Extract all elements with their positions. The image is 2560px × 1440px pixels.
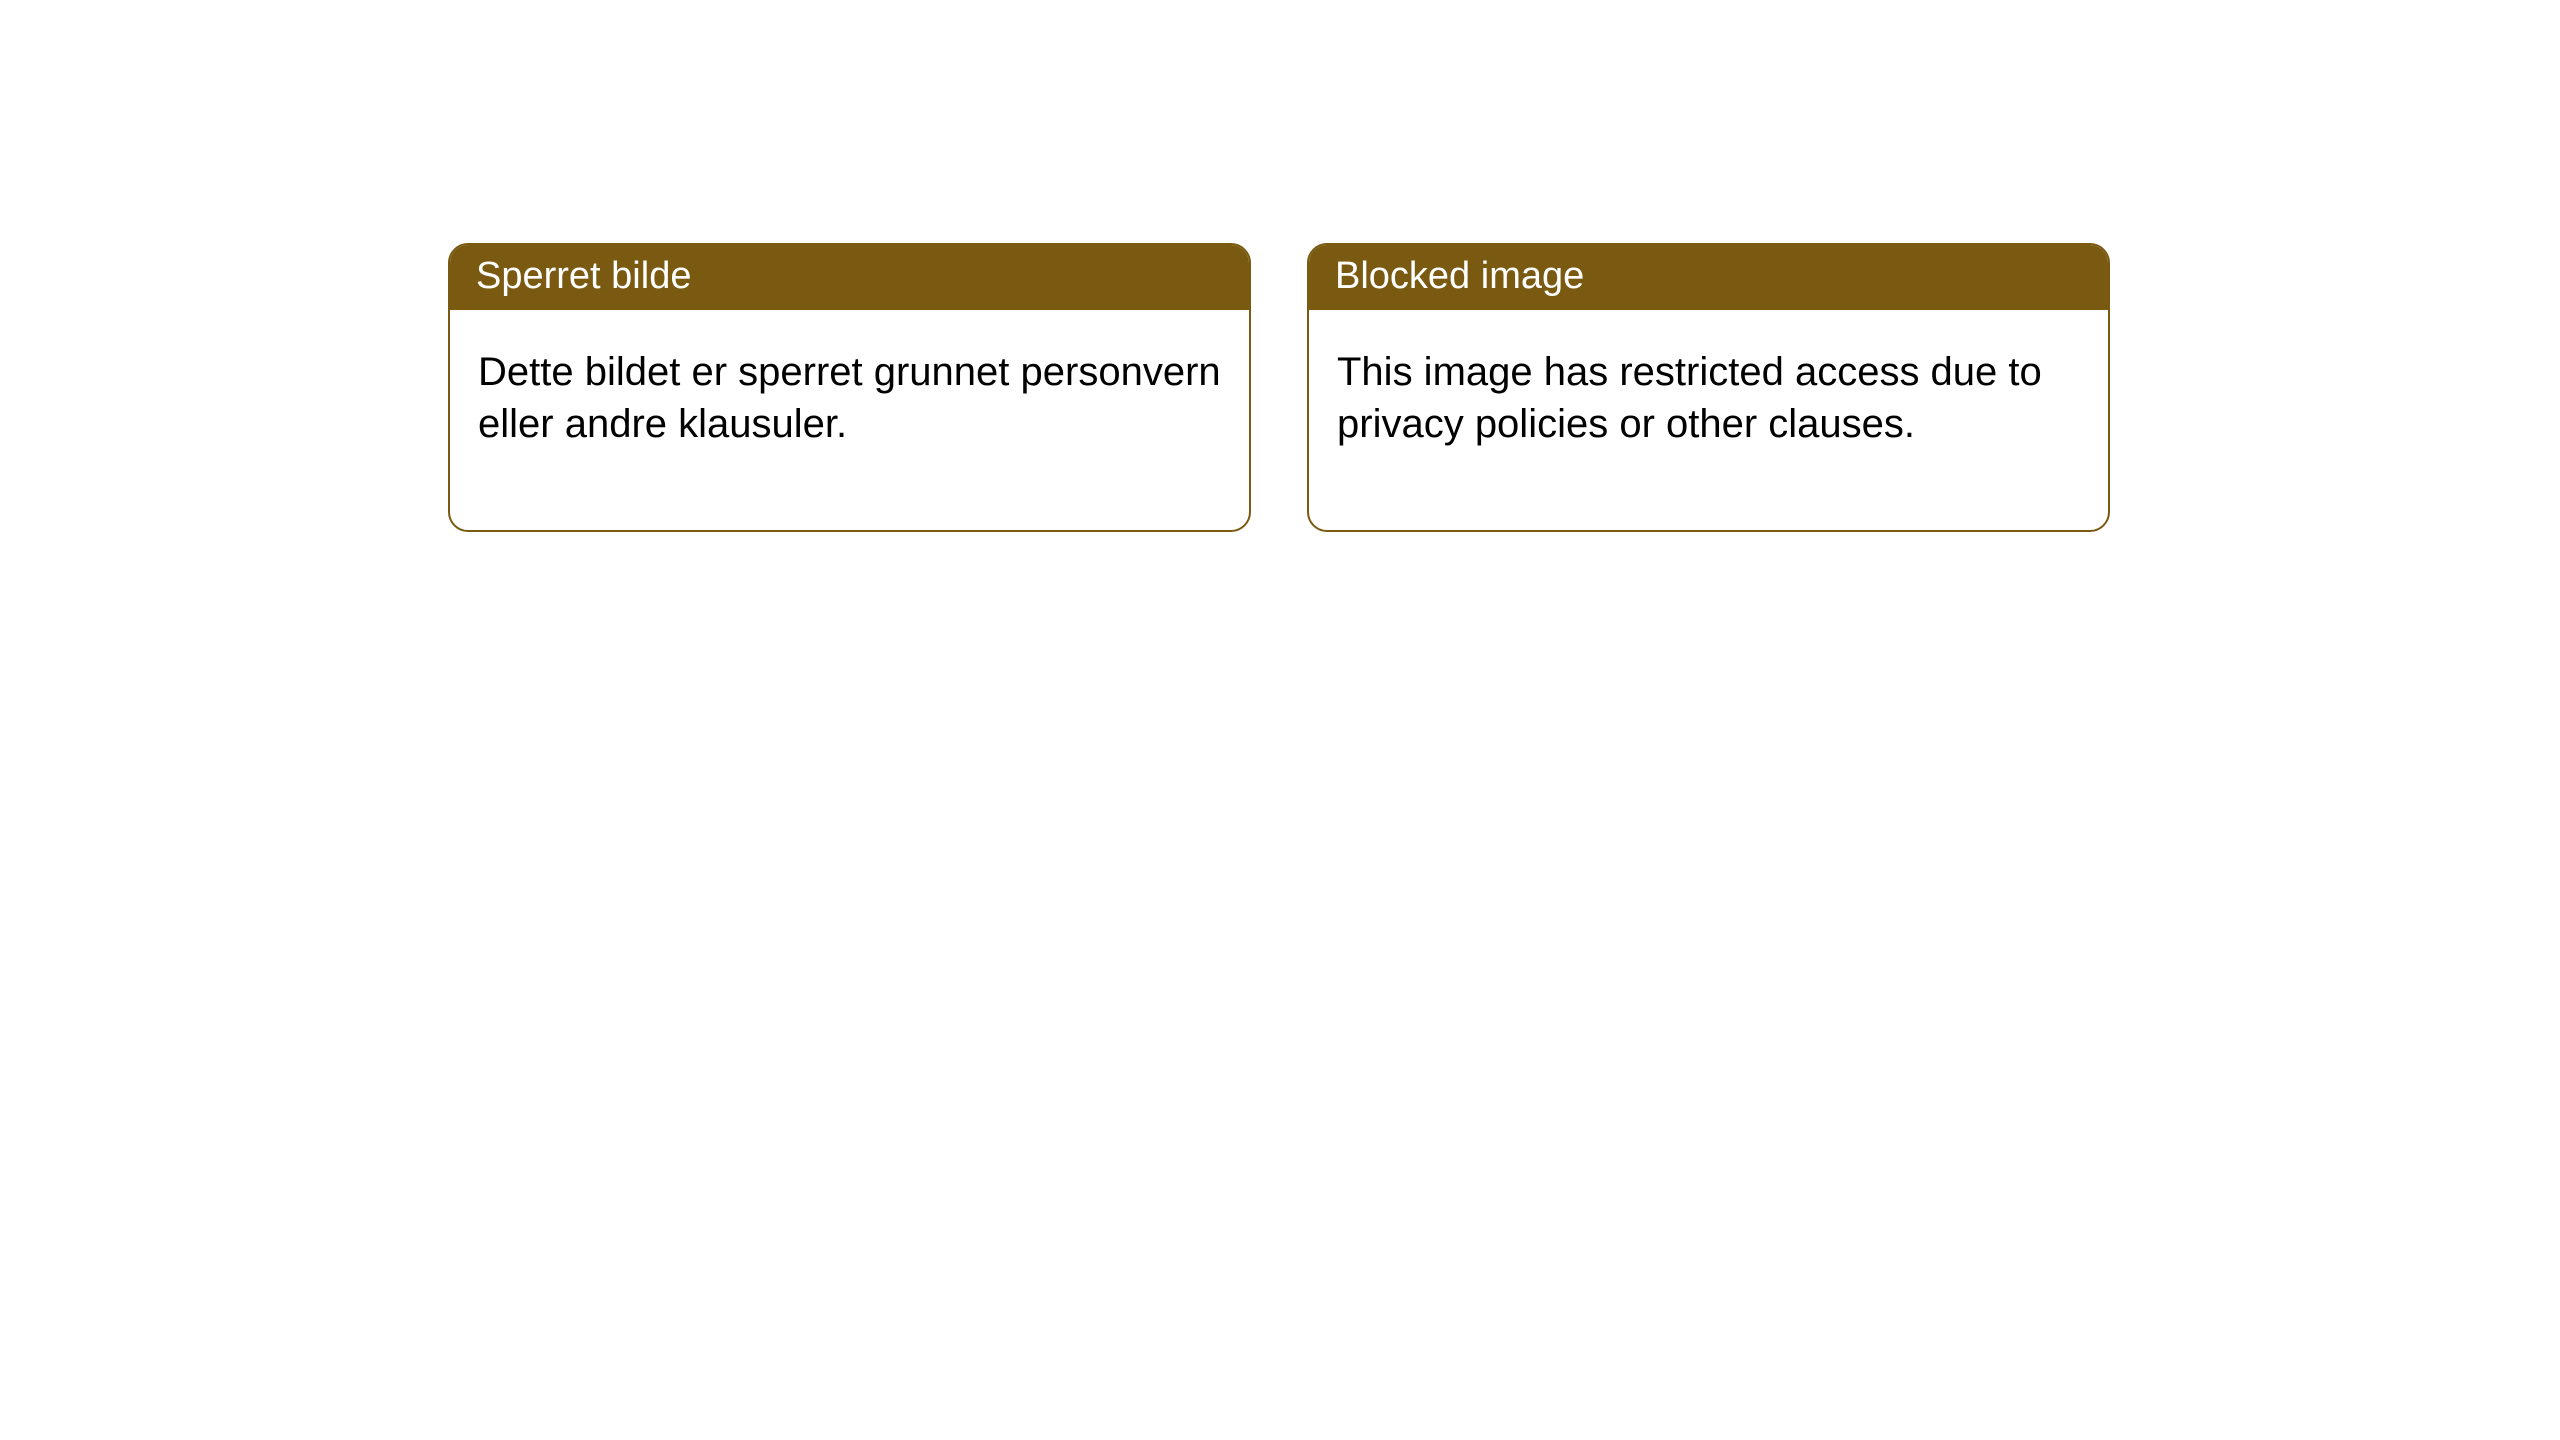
blocked-image-card-no: Sperret bilde Dette bildet er sperret gr… xyxy=(448,243,1251,532)
card-header-en: Blocked image xyxy=(1309,245,2108,310)
notice-cards-container: Sperret bilde Dette bildet er sperret gr… xyxy=(0,0,2560,532)
blocked-image-card-en: Blocked image This image has restricted … xyxy=(1307,243,2110,532)
card-body-no: Dette bildet er sperret grunnet personve… xyxy=(450,310,1249,530)
card-header-no: Sperret bilde xyxy=(450,245,1249,310)
card-body-en: This image has restricted access due to … xyxy=(1309,310,2108,530)
